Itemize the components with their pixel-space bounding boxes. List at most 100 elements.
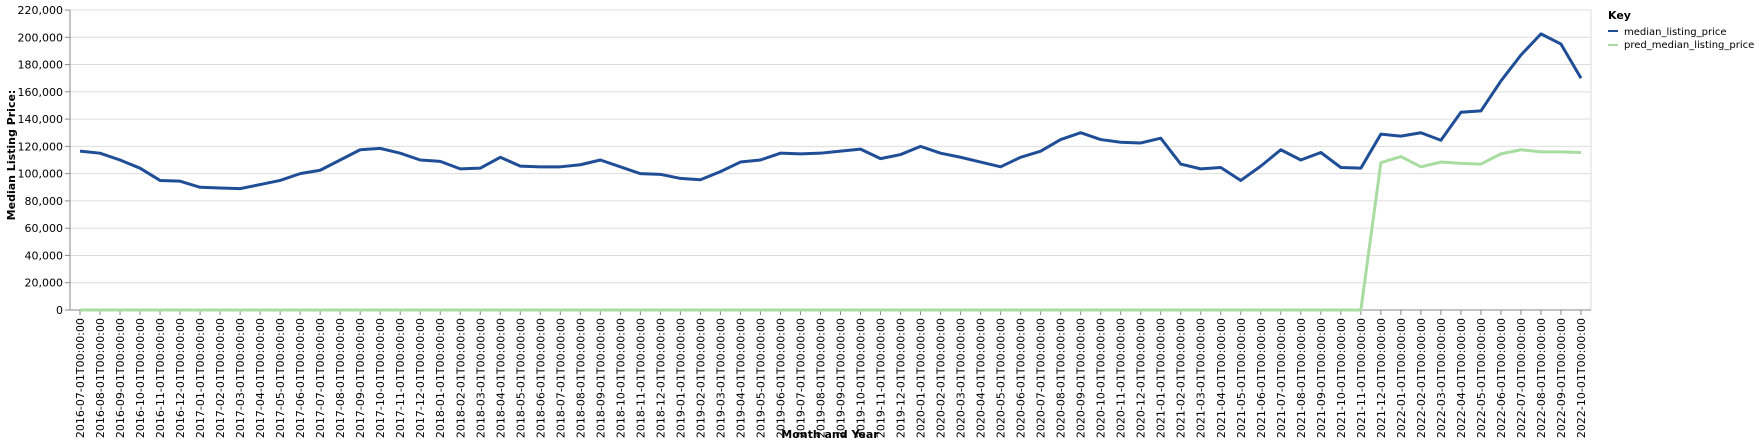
x-tick-label: 2021-08-01T00:00:00: [1295, 318, 1308, 438]
x-tick-label: 2017-02-01T00:00:00: [214, 318, 227, 438]
x-tick-label: 2017-10-01T00:00:00: [374, 318, 387, 438]
x-tick-label: 2016-09-01T00:00:00: [114, 318, 127, 438]
x-tick-label: 2022-07-01T00:00:00: [1515, 318, 1528, 438]
x-tick-label: 2017-11-01T00:00:00: [394, 318, 407, 438]
series-layer: [80, 34, 1581, 310]
x-tick-label: 2019-02-01T00:00:00: [694, 318, 707, 438]
x-tick-label: 2018-06-01T00:00:00: [534, 318, 547, 438]
x-tick-label: 2020-08-01T00:00:00: [1055, 318, 1068, 438]
x-tick-label: 2022-03-01T00:00:00: [1435, 318, 1448, 438]
y-tick-label: 0: [56, 304, 63, 317]
x-tick-label: 2017-01-01T00:00:00: [194, 318, 207, 438]
x-tick-label: 2019-03-01T00:00:00: [714, 318, 727, 438]
x-tick-label: 2018-10-01T00:00:00: [614, 318, 627, 438]
x-tick-label: 2020-04-01T00:00:00: [975, 318, 988, 438]
x-tick-label: 2016-11-01T00:00:00: [154, 318, 167, 438]
x-tick-label: 2018-08-01T00:00:00: [574, 318, 587, 438]
y-tick-label: 180,000: [18, 59, 64, 72]
x-tick-label: 2021-03-01T00:00:00: [1195, 318, 1208, 438]
x-tick-label: 2022-05-01T00:00:00: [1475, 318, 1488, 438]
x-tick-label: 2022-10-01T00:00:00: [1575, 318, 1588, 438]
legend-label-pred-median-listing-price: pred_median_listing_price: [1624, 40, 1754, 51]
x-tick-label: 2019-06-01T00:00:00: [774, 318, 787, 438]
x-tick-label: 2020-03-01T00:00:00: [955, 318, 968, 438]
x-tick-label: 2020-10-01T00:00:00: [1095, 318, 1108, 438]
y-tick-label: 40,000: [25, 249, 64, 262]
x-tick-label: 2022-06-01T00:00:00: [1495, 318, 1508, 438]
x-tick-label: 2019-05-01T00:00:00: [754, 318, 767, 438]
x-tick-label: 2022-09-01T00:00:00: [1555, 318, 1568, 438]
x-tick-label: 2017-07-01T00:00:00: [314, 318, 327, 438]
x-tick-label: 2019-12-01T00:00:00: [895, 318, 908, 438]
x-tick-label: 2020-11-01T00:00:00: [1115, 318, 1128, 438]
x-tick-label: 2021-06-01T00:00:00: [1255, 318, 1268, 438]
series-line-median-listing-price: [80, 34, 1581, 189]
grid-lines: [70, 10, 1591, 310]
legend-label-median-listing-price: median_listing_price: [1624, 27, 1727, 38]
x-tick-label: 2022-08-01T00:00:00: [1535, 318, 1548, 438]
x-tick-label: 2018-05-01T00:00:00: [514, 318, 527, 438]
x-tick-label: 2019-01-01T00:00:00: [674, 318, 687, 438]
x-tick-label: 2019-07-01T00:00:00: [794, 318, 807, 438]
x-tick-label: 2018-09-01T00:00:00: [594, 318, 607, 438]
y-tick-label: 20,000: [25, 277, 64, 290]
x-tick-label: 2020-01-01T00:00:00: [915, 318, 928, 438]
x-tick-label: 2019-08-01T00:00:00: [814, 318, 827, 438]
x-tick-label: 2017-03-01T00:00:00: [234, 318, 247, 438]
x-tick-label: 2021-12-01T00:00:00: [1375, 318, 1388, 438]
y-tick-label: 120,000: [18, 140, 64, 153]
x-tick-label: 2018-03-01T00:00:00: [474, 318, 487, 438]
x-tick-label: 2017-05-01T00:00:00: [274, 318, 287, 438]
x-axis-title: Month and Year: [781, 428, 879, 441]
x-tick-label: 2019-04-01T00:00:00: [734, 318, 747, 438]
x-tick-label: 2016-12-01T00:00:00: [174, 318, 187, 438]
x-tick-label: 2020-12-01T00:00:00: [1135, 318, 1148, 438]
x-tick-label: 2022-02-01T00:00:00: [1415, 318, 1428, 438]
y-tick-label: 60,000: [25, 222, 64, 235]
x-tick-label: 2018-02-01T00:00:00: [454, 318, 467, 438]
x-tick-label: 2016-10-01T00:00:00: [134, 318, 147, 438]
x-tick-label: 2021-01-01T00:00:00: [1155, 318, 1168, 438]
x-tick-label: 2018-01-01T00:00:00: [434, 318, 447, 438]
y-tick-label: 100,000: [18, 168, 64, 181]
x-tick-label: 2020-09-01T00:00:00: [1075, 318, 1088, 438]
plot-frame: [70, 10, 1591, 310]
x-tick-label: 2021-10-01T00:00:00: [1335, 318, 1348, 438]
x-tick-label: 2018-04-01T00:00:00: [494, 318, 507, 438]
y-tick-label: 160,000: [18, 86, 64, 99]
x-tick-label: 2018-07-01T00:00:00: [554, 318, 567, 438]
x-tick-label: 2018-12-01T00:00:00: [654, 318, 667, 438]
x-tick-label: 2017-08-01T00:00:00: [334, 318, 347, 438]
x-tick-label: 2019-10-01T00:00:00: [855, 318, 868, 438]
x-tick-label: 2020-06-01T00:00:00: [1015, 318, 1028, 438]
x-tick-label: 2021-07-01T00:00:00: [1275, 318, 1288, 438]
x-tick-label: 2017-06-01T00:00:00: [294, 318, 307, 438]
x-tick-label: 2022-04-01T00:00:00: [1455, 318, 1468, 438]
x-tick-label: 2017-12-01T00:00:00: [414, 318, 427, 438]
x-tick-label: 2021-02-01T00:00:00: [1175, 318, 1188, 438]
x-tick-label: 2017-04-01T00:00:00: [254, 318, 267, 438]
y-tick-label: 220,000: [18, 4, 64, 17]
x-tick-label: 2021-11-01T00:00:00: [1355, 318, 1368, 438]
x-tick-label: 2020-05-01T00:00:00: [995, 318, 1008, 438]
x-tick-label: 2022-01-01T00:00:00: [1395, 318, 1408, 438]
x-tick-label: 2019-11-01T00:00:00: [875, 318, 888, 438]
x-tick-label: 2021-04-01T00:00:00: [1215, 318, 1228, 438]
x-tick-label: 2019-09-01T00:00:00: [835, 318, 848, 438]
legend-title: Key: [1608, 9, 1631, 22]
y-tick-label: 140,000: [18, 113, 64, 126]
x-tick-label: 2021-09-01T00:00:00: [1315, 318, 1328, 438]
x-tick-label: 2020-07-01T00:00:00: [1035, 318, 1048, 438]
y-tick-label: 200,000: [18, 31, 64, 44]
legend: Key median_listing_price pred_median_lis…: [1608, 9, 1754, 51]
y-axis-title: Median Listing Price:: [5, 90, 18, 221]
x-tick-label: 2016-08-01T00:00:00: [94, 318, 107, 438]
x-tick-label: 2020-02-01T00:00:00: [935, 318, 948, 438]
x-tick-label: 2017-09-01T00:00:00: [354, 318, 367, 438]
x-axis: 2016-07-01T00:00:00 2016-08-01T00:00:00 20…: [70, 310, 1591, 438]
y-tick-label: 80,000: [25, 195, 64, 208]
x-tick-label: 2018-11-01T00:00:00: [634, 318, 647, 438]
x-tick-label: 2016-07-01T00:00:00: [74, 318, 87, 438]
x-tick-label: 2021-05-01T00:00:00: [1235, 318, 1248, 438]
